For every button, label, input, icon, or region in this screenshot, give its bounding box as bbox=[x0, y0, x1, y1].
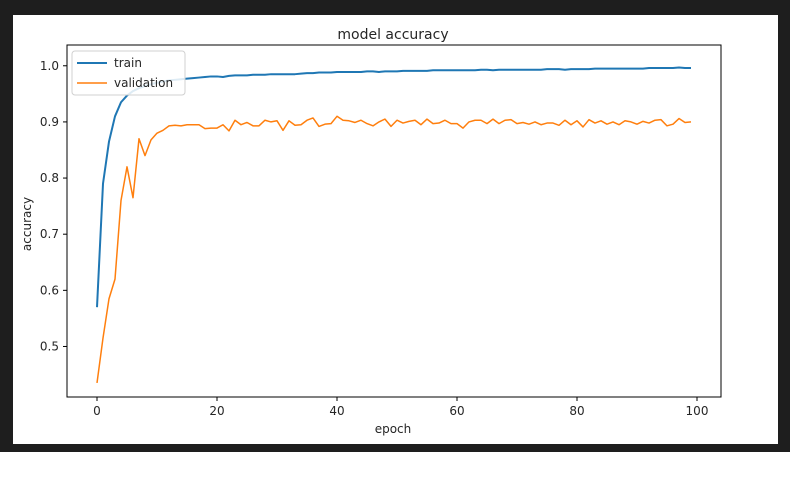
axis-ticks: 0 20 40 60 80 100 0.5 0.6 0.7 0.8 0.9 1.0 bbox=[40, 59, 709, 418]
frame-right-border bbox=[778, 0, 790, 452]
y-axis-label: accuracy bbox=[20, 197, 34, 251]
y-tick-label: 0.5 bbox=[40, 339, 59, 353]
plot-area-border bbox=[66, 44, 722, 398]
x-tick-label: 0 bbox=[93, 404, 101, 418]
x-tick-label: 80 bbox=[569, 404, 584, 418]
x-tick-label: 60 bbox=[449, 404, 464, 418]
x-tick-label: 20 bbox=[209, 404, 224, 418]
x-axis-label: epoch bbox=[375, 422, 412, 436]
legend-validation-label: validation bbox=[114, 76, 173, 90]
y-tick-label: 0.8 bbox=[40, 171, 59, 185]
x-tick-label: 100 bbox=[686, 404, 709, 418]
chart-title: model accuracy bbox=[337, 27, 448, 43]
x-tick-label: 40 bbox=[329, 404, 344, 418]
y-tick-label: 0.6 bbox=[40, 283, 59, 297]
frame-bottom-border bbox=[0, 444, 790, 452]
legend-train-label: train bbox=[114, 56, 142, 70]
y-tick-label: 0.9 bbox=[40, 115, 59, 129]
y-tick-label: 0.7 bbox=[40, 227, 59, 241]
frame-top-border bbox=[0, 0, 790, 15]
frame-left-border bbox=[0, 0, 13, 452]
y-tick-label: 1.0 bbox=[40, 59, 59, 73]
series-line-train bbox=[96, 66, 691, 308]
series-line-validation bbox=[96, 115, 692, 384]
legend: train validation bbox=[71, 50, 186, 96]
series-lines bbox=[96, 66, 692, 384]
